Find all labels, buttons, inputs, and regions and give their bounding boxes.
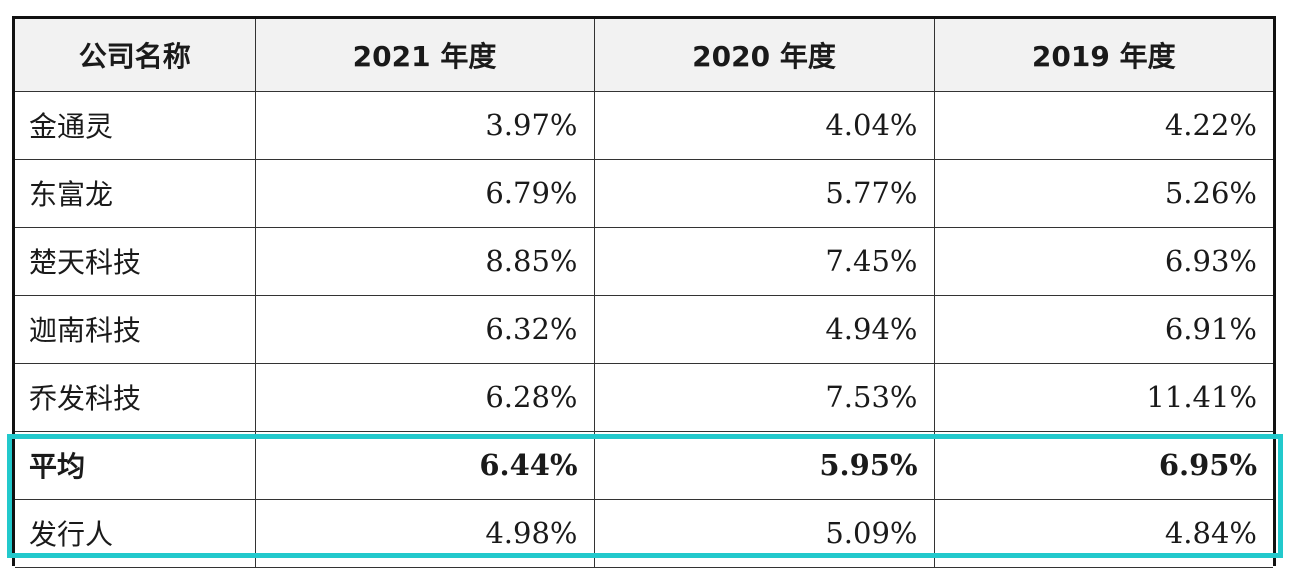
value-2019-cell: 6.93% [933, 226, 1273, 296]
table-row: 楚天科技 8.85% 7.45% 6.93% [15, 226, 1273, 296]
table-row: 乔发科技 6.28% 7.53% 11.41% [15, 362, 1273, 432]
value-2019-cell: 11.41% [933, 362, 1273, 432]
header-2019: 2019 年度 [933, 19, 1273, 92]
value-2020-cell: 4.04% [593, 90, 935, 160]
average-2021-cell: 6.44% [254, 430, 595, 500]
company-name-cell: 东富龙 [15, 158, 256, 228]
header-row: 公司名称 2021 年度 2020 年度 2019 年度 [15, 19, 1273, 92]
issuer-2020-cell: 5.09% [593, 498, 935, 568]
table-row: 迦南科技 6.32% 4.94% 6.91% [15, 294, 1273, 364]
header-2021: 2021 年度 [254, 19, 595, 92]
company-name-cell: 迦南科技 [15, 294, 256, 364]
value-2021-cell: 8.85% [254, 226, 595, 296]
value-2020-cell: 7.45% [593, 226, 935, 296]
data-table-container: 公司名称 2021 年度 2020 年度 2019 年度 金通灵 3.97% 4… [12, 16, 1276, 568]
value-2019-cell: 5.26% [933, 158, 1273, 228]
issuer-2021-cell: 4.98% [254, 498, 595, 568]
value-2019-cell: 6.91% [933, 294, 1273, 364]
value-2021-cell: 6.32% [254, 294, 595, 364]
table-row: 东富龙 6.79% 5.77% 5.26% [15, 158, 1273, 228]
value-2020-cell: 7.53% [593, 362, 935, 432]
value-2021-cell: 6.79% [254, 158, 595, 228]
issuer-label-cell: 发行人 [15, 498, 256, 568]
value-2019-cell: 4.22% [933, 90, 1273, 160]
average-row: 平均 6.44% 5.95% 6.95% [15, 430, 1273, 500]
header-company-name: 公司名称 [15, 19, 256, 92]
value-2020-cell: 4.94% [593, 294, 935, 364]
company-name-cell: 金通灵 [15, 90, 256, 160]
value-2020-cell: 5.77% [593, 158, 935, 228]
average-label-cell: 平均 [15, 430, 256, 500]
value-2021-cell: 3.97% [254, 90, 595, 160]
company-name-cell: 乔发科技 [15, 362, 256, 432]
header-2020: 2020 年度 [593, 19, 935, 92]
table-row: 金通灵 3.97% 4.04% 4.22% [15, 90, 1273, 160]
issuer-2019-cell: 4.84% [933, 498, 1273, 568]
value-2021-cell: 6.28% [254, 362, 595, 432]
average-2020-cell: 5.95% [593, 430, 935, 500]
average-2019-cell: 6.95% [933, 430, 1273, 500]
data-table: 公司名称 2021 年度 2020 年度 2019 年度 金通灵 3.97% 4… [15, 19, 1273, 568]
issuer-row: 发行人 4.98% 5.09% 4.84% [15, 498, 1273, 568]
company-name-cell: 楚天科技 [15, 226, 256, 296]
